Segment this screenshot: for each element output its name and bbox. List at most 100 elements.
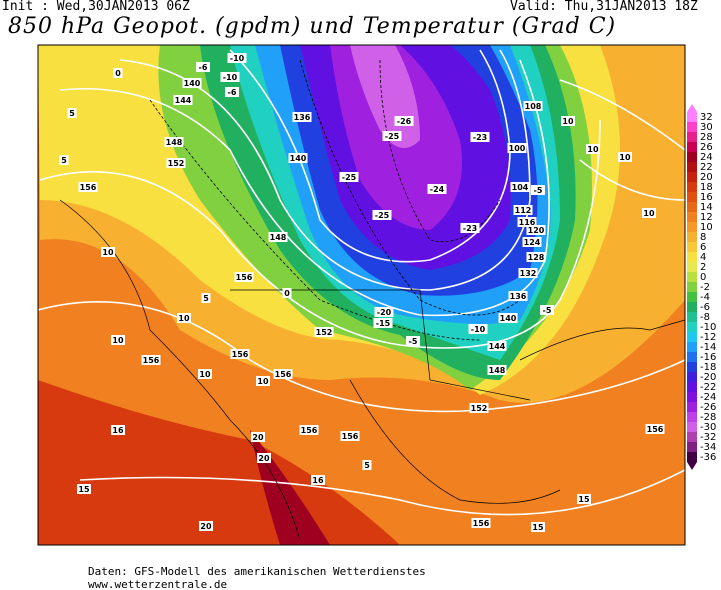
contour-label: 16: [312, 476, 324, 485]
colorbar-label: -36: [700, 452, 716, 463]
map-title: 850 hPa Geopot. (gpdm) und Temperatur (G…: [8, 14, 617, 39]
contour-label-box: [268, 232, 288, 242]
colorbar-label: 8: [700, 232, 706, 243]
contour-label: 144: [489, 342, 506, 351]
contour-label-box: [469, 403, 489, 413]
colorbar-swatch: [687, 142, 697, 152]
colorbar-swatch: [687, 212, 697, 222]
contour-label: 20: [252, 433, 264, 442]
contour-label: 108: [525, 102, 542, 111]
colorbar-swatch: [687, 112, 697, 122]
contour-label-box: [166, 158, 186, 168]
colorbar-label: 32: [700, 112, 713, 123]
contour-label-box: [67, 108, 77, 118]
contour-label-box: [487, 341, 507, 351]
contour-label-box: [199, 521, 213, 531]
contour-label: 10: [102, 248, 114, 257]
colorbar-swatch: [687, 272, 697, 282]
contour-label: -26: [397, 117, 412, 126]
contour-label-box: [487, 365, 507, 375]
colorbar-label: -16: [700, 352, 716, 363]
contour-label-box: [257, 453, 271, 463]
contour-label-box: [77, 484, 91, 494]
contour-label: 0: [115, 69, 121, 78]
contour-label: 10: [619, 153, 631, 162]
colorbar-swatch: [687, 342, 697, 352]
colorbar-swatch: [687, 192, 697, 202]
colorbar-swatch: [687, 172, 697, 182]
contour-label: 10: [587, 145, 599, 154]
contour-label: 112: [515, 206, 532, 215]
contour-label: 156: [232, 350, 249, 359]
colorbar-label: 30: [700, 122, 713, 133]
contour-label-box: [227, 53, 247, 63]
contour-label-box: [292, 112, 312, 122]
colorbar-label: -14: [700, 342, 716, 353]
colorbar-swatch: [687, 302, 697, 312]
colorbar-swatch: [687, 232, 697, 242]
contour-label: 132: [520, 269, 537, 278]
contour-label: 15: [78, 485, 90, 494]
contour-label: 140: [184, 79, 201, 88]
colorbar-label: -34: [700, 442, 716, 453]
contour-label-box: [299, 425, 319, 435]
colorbar-cap: [687, 104, 697, 112]
colorbar-swatch: [687, 152, 697, 162]
contour-label: -23: [473, 133, 487, 142]
contour-label: 10: [257, 377, 269, 386]
init-time: Init : Wed,30JAN2013 06Z: [2, 0, 190, 14]
contour-label-box: [498, 313, 518, 323]
colorbar-swatch: [687, 312, 697, 322]
contour-label: -10: [223, 73, 238, 82]
colorbar-label: -12: [700, 332, 716, 343]
website: www.wetterzentrale.de: [88, 578, 228, 590]
contour-label-box: [577, 494, 591, 504]
contour-label-box: [273, 369, 293, 379]
colorbar-label: 28: [700, 132, 713, 143]
contour-label: 148: [166, 138, 183, 147]
contour-label: 156: [647, 425, 664, 434]
contour-label: 100: [509, 144, 526, 153]
contour-label-box: [374, 307, 394, 317]
contour-label-box: [230, 349, 250, 359]
contour-label-box: [470, 132, 490, 142]
colorbar-label: -4: [700, 292, 710, 303]
contour-label: 10: [199, 370, 211, 379]
colorbar-label: -10: [700, 322, 716, 333]
colorbar-swatch: [687, 282, 697, 292]
colorbar-label: -8: [700, 312, 710, 323]
colorbar-label: 22: [700, 162, 713, 173]
contour-label-box: [182, 78, 202, 88]
contour-label: 20: [200, 522, 212, 531]
contour-label-box: [526, 252, 546, 262]
contour-label-box: [59, 155, 69, 165]
contour-label-box: [164, 137, 184, 147]
colorbar-swatch: [687, 122, 697, 132]
contour-label-box: [427, 184, 447, 194]
contour-label-box: [256, 376, 270, 386]
colorbar-label: -24: [700, 392, 716, 403]
colorbar-label: 0: [700, 272, 706, 283]
contour-label-box: [513, 205, 533, 215]
map-frame: [37, 44, 686, 546]
contour-label-box: [531, 522, 545, 532]
colorbar-label: -2: [700, 282, 710, 293]
contour-label-box: [198, 369, 212, 379]
contour-label: -23: [463, 224, 477, 233]
colorbar-label: -22: [700, 382, 716, 393]
contour-label-box: [314, 327, 334, 337]
contour-label-box: [561, 116, 575, 126]
colorbar-swatch: [687, 352, 697, 362]
contour-label-box: [618, 152, 632, 162]
contour-label: 0: [284, 289, 290, 298]
contour-label-box: [234, 272, 254, 282]
contour-labels: 0 -6 -10 -10 -6 140 144 148 152 156 5 5 10 136 140 -26 -…: [59, 53, 665, 532]
contour-label: -20: [377, 308, 392, 317]
colorbar-swatch: [687, 262, 697, 272]
colorbar-label: -30: [700, 422, 716, 433]
colorbar-swatch: [687, 412, 697, 422]
contour-label-box: [526, 225, 546, 235]
contour-label: 15: [532, 523, 544, 532]
colorbar-swatch: [687, 382, 697, 392]
